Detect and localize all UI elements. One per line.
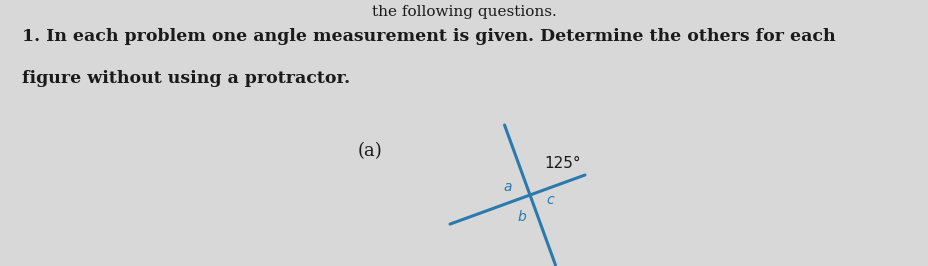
Text: 125°: 125°: [544, 156, 580, 171]
Text: figure without using a protractor.: figure without using a protractor.: [22, 70, 350, 87]
Text: the following questions.: the following questions.: [371, 5, 556, 19]
Text: b: b: [517, 210, 526, 224]
Text: 1. In each problem one angle measurement is given. Determine the others for each: 1. In each problem one angle measurement…: [22, 28, 834, 45]
Text: a: a: [503, 180, 511, 194]
Text: (a): (a): [357, 142, 382, 160]
Text: c: c: [546, 193, 553, 207]
